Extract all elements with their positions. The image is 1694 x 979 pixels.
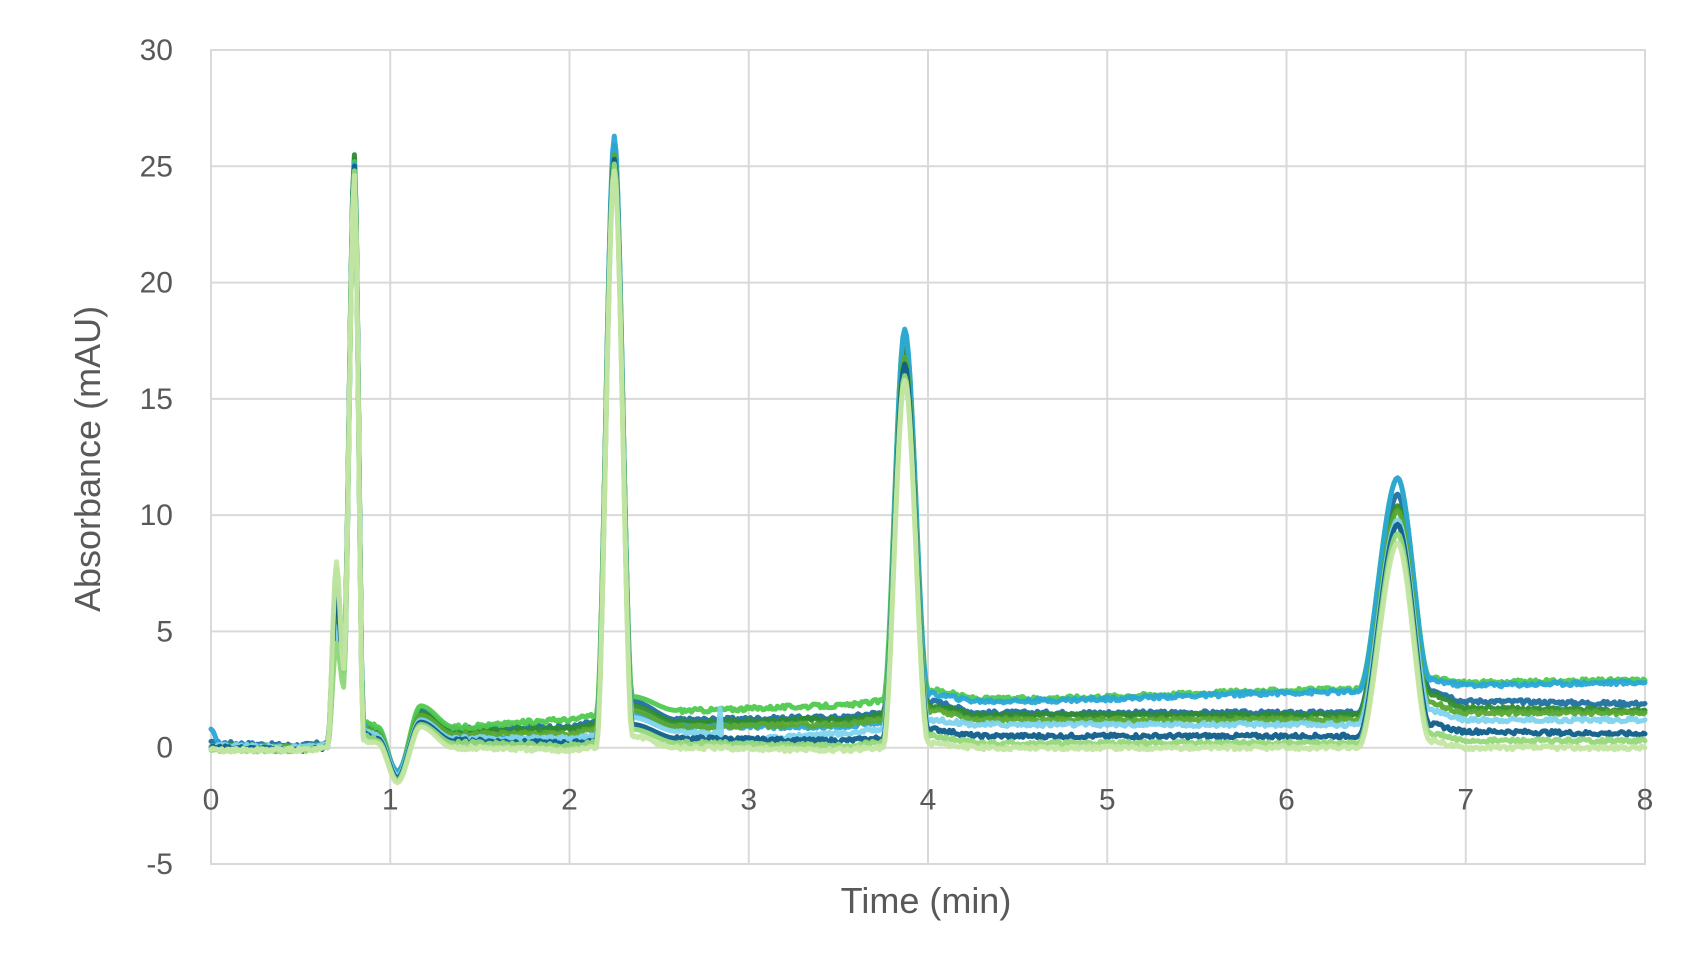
series-lines <box>208 133 1648 786</box>
x-axis-title: Time (min) <box>841 880 1012 921</box>
y-tick-label: 25 <box>140 150 173 183</box>
y-tick-label: 0 <box>156 732 173 765</box>
x-tick-label: 2 <box>561 784 578 817</box>
x-tick-label: 4 <box>920 784 937 817</box>
x-tick-label: 7 <box>1457 784 1474 817</box>
y-tick-label: 5 <box>156 615 173 648</box>
y-tick-label: 10 <box>140 499 173 532</box>
x-tick-label: 3 <box>740 784 757 817</box>
y-tick-label: 30 <box>140 34 173 67</box>
x-tick-label: 5 <box>1099 784 1116 817</box>
y-axis-title: Absorbance (mAU) <box>67 306 108 612</box>
x-tick-label: 8 <box>1637 784 1654 817</box>
x-tick-label: 6 <box>1278 784 1295 817</box>
x-axis-tick-labels: 0 1 2 3 4 5 6 7 8 <box>203 784 1654 817</box>
y-tick-label: 15 <box>140 383 173 416</box>
y-axis-tick-labels: -5 0 5 10 15 20 25 30 <box>140 34 173 881</box>
x-tick-label: 0 <box>203 784 220 817</box>
y-tick-label: 20 <box>140 267 173 300</box>
x-tick-label: 1 <box>382 784 399 817</box>
y-tick-label: -5 <box>146 848 173 881</box>
series-line <box>208 168 1648 786</box>
